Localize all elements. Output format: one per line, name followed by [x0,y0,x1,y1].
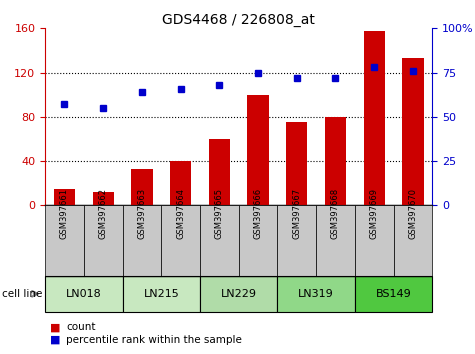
Bar [45,276,123,312]
Bar [247,95,269,205]
Bar [162,205,200,276]
Title: GDS4468 / 226808_at: GDS4468 / 226808_at [162,13,315,27]
Text: GSM397667: GSM397667 [292,188,301,239]
Bar [316,205,355,276]
Text: GSM397670: GSM397670 [408,188,418,239]
Bar [277,276,355,312]
Text: LN215: LN215 [143,289,179,299]
Text: GSM397663: GSM397663 [137,188,146,239]
Bar [54,189,75,205]
Text: BS149: BS149 [376,289,411,299]
Bar [200,205,239,276]
Bar [84,205,123,276]
Text: GSM397668: GSM397668 [331,188,340,239]
Text: LN319: LN319 [298,289,334,299]
Text: GSM397661: GSM397661 [60,188,69,239]
Bar [355,276,432,312]
Bar [277,205,316,276]
Text: ■: ■ [50,322,60,332]
Bar [355,205,393,276]
Bar [402,58,424,205]
Bar [209,139,230,205]
Text: GSM397664: GSM397664 [176,188,185,239]
Text: GSM397666: GSM397666 [254,188,263,239]
Bar [200,276,277,312]
Bar [238,205,277,276]
Text: GSM397662: GSM397662 [99,188,108,239]
Bar [45,205,84,276]
Bar [123,276,200,312]
Bar [170,161,191,205]
Bar [131,169,152,205]
Bar [286,122,307,205]
Text: GSM397669: GSM397669 [370,188,379,239]
Text: LN229: LN229 [221,289,256,299]
Bar [93,192,114,205]
Bar [325,117,346,205]
Bar [393,205,432,276]
Bar [363,30,385,205]
Bar [123,205,162,276]
Text: count: count [66,322,96,332]
Text: percentile rank within the sample: percentile rank within the sample [66,335,242,345]
Text: LN018: LN018 [66,289,102,299]
Text: GSM397665: GSM397665 [215,188,224,239]
Text: ■: ■ [50,335,60,345]
Text: cell line: cell line [2,289,43,299]
